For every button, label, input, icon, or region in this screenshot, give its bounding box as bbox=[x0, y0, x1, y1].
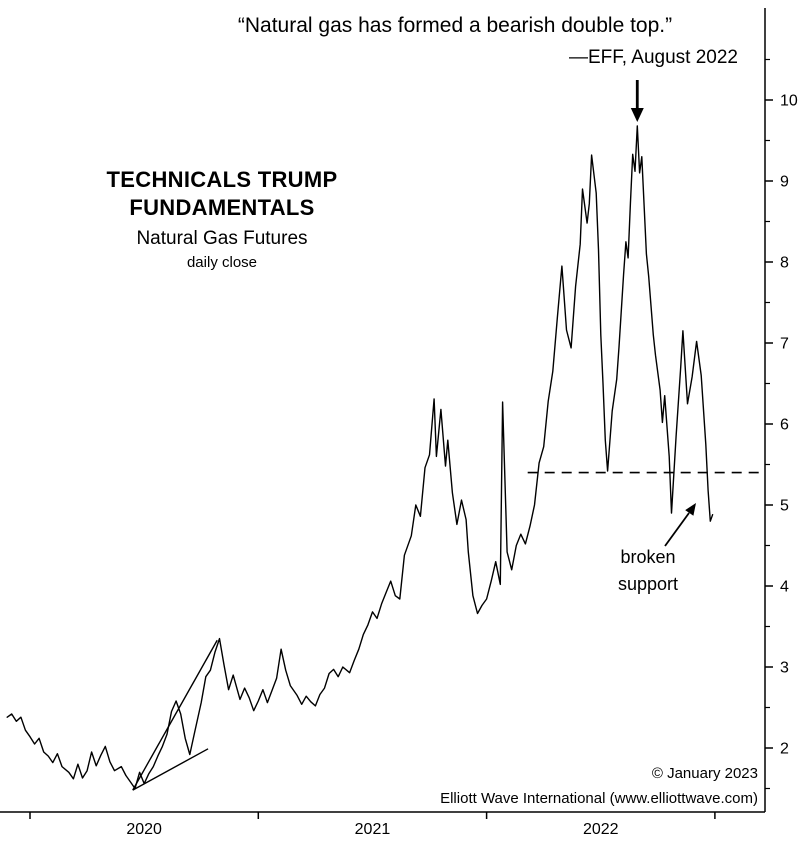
broken-support-arrow-icon bbox=[685, 503, 696, 516]
triangle-trendline-1 bbox=[132, 639, 218, 791]
y-tick-label: 6 bbox=[780, 417, 789, 434]
double-top-arrow-icon bbox=[630, 108, 644, 122]
y-tick-label: 3 bbox=[780, 660, 789, 677]
y-tick-label: 2 bbox=[780, 741, 789, 758]
broken-support-arrow-shaft bbox=[664, 512, 690, 547]
y-tick-label: 10 bbox=[780, 93, 798, 110]
y-tick-label: 5 bbox=[780, 498, 789, 515]
y-tick-label: 4 bbox=[780, 579, 789, 596]
triangle-trendline-2 bbox=[132, 748, 209, 791]
arrow-annotations-group bbox=[630, 80, 696, 547]
x-year-label: 2022 bbox=[583, 821, 619, 838]
axes-group: 2 3 4 5 6 7 8 9 10 2020 2021 2022 bbox=[0, 8, 798, 838]
price-line bbox=[6, 125, 714, 790]
x-year-label: 2021 bbox=[355, 821, 391, 838]
price-series-group bbox=[6, 125, 714, 790]
y-tick-label: 8 bbox=[780, 255, 789, 272]
y-tick-label: 7 bbox=[780, 336, 789, 353]
triangle-pattern-group bbox=[132, 639, 218, 791]
y-tick-label: 9 bbox=[780, 174, 789, 191]
x-year-label: 2020 bbox=[126, 821, 162, 838]
